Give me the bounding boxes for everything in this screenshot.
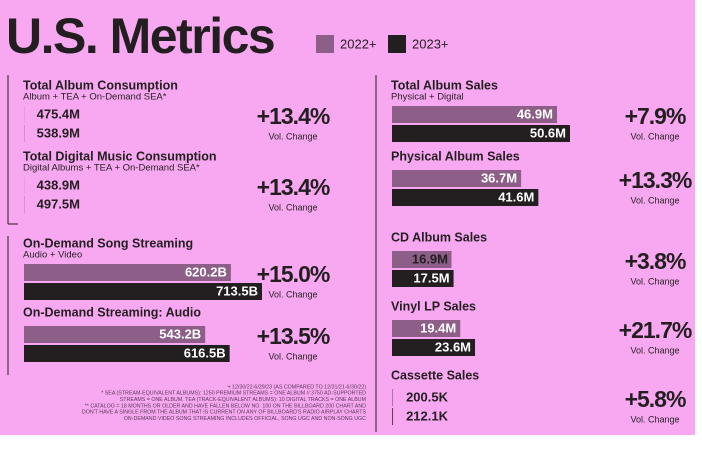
footnote: ON-DEMAND VIDEO SONG STREAMING INCLUDES … <box>124 416 366 422</box>
bar <box>24 264 231 281</box>
bar <box>392 389 393 406</box>
legend-swatch <box>388 35 406 53</box>
bar-label: 36.7M <box>481 170 517 185</box>
bar-label: 46.9M <box>517 106 553 121</box>
metric-name: Total Album Sales <box>391 78 498 92</box>
bar <box>392 106 557 123</box>
bar-label: 538.9M <box>37 125 80 140</box>
change-caption: Vol. Change <box>268 351 317 361</box>
bar-label: 616.5B <box>184 345 226 360</box>
metric-name: On-Demand Streaming: Audio <box>23 305 201 319</box>
bar <box>392 189 539 206</box>
change-caption: Vol. Change <box>630 345 679 355</box>
change: +13.3% <box>619 167 692 193</box>
bar <box>392 270 454 287</box>
change: +13.4% <box>257 103 330 129</box>
bar-label: 620.2B <box>185 264 227 279</box>
bar <box>392 125 570 142</box>
footnote: DON'T HAVE A SINGLE FROM THE ALBUM THAT … <box>82 410 367 416</box>
bar-label: 50.6M <box>530 125 566 140</box>
bar-label: 200.5K <box>406 389 449 404</box>
metric-name: Cassette Sales <box>391 368 479 382</box>
change-caption: Vol. Change <box>630 276 679 286</box>
metric-subtitle: Digital Albums + TEA + On-Demand SEA* <box>23 163 200 174</box>
change-caption: Vol. Change <box>630 414 679 424</box>
change-caption: Vol. Change <box>268 289 317 299</box>
metric-name: Physical Album Sales <box>391 149 520 163</box>
change: +15.0% <box>257 261 330 287</box>
bar <box>392 170 522 187</box>
bar-label: 16.9M <box>412 251 448 266</box>
change: +7.9% <box>625 103 686 129</box>
legend-label: 2022+ <box>340 36 377 51</box>
bar-label: 17.5M <box>413 270 449 285</box>
bar-label: 475.4M <box>37 106 80 121</box>
bar <box>392 408 393 425</box>
bar-label: 497.5M <box>37 196 80 211</box>
bar-label: 212.1K <box>406 408 449 423</box>
bar-label: 543.2B <box>159 326 201 341</box>
change: +13.4% <box>257 174 330 200</box>
change: +13.5% <box>257 323 330 349</box>
legend-label: 2023+ <box>412 36 449 51</box>
footnote: * SEA (STREAM-EQUIVALENT ALBUMS): 1250 P… <box>101 391 366 397</box>
footnote: ** CATALOG = 18 MONTHS OR OLDER AND HAVE… <box>85 403 366 409</box>
bar <box>24 326 206 343</box>
metric-name: Vinyl LP Sales <box>391 299 476 313</box>
change-caption: Vol. Change <box>630 195 679 205</box>
change-caption: Vol. Change <box>268 131 317 141</box>
change: +21.7% <box>619 317 692 343</box>
bar <box>392 320 461 337</box>
bar <box>392 339 476 356</box>
metric-name: Total Digital Music Consumption <box>23 149 217 163</box>
bar-label: 23.6M <box>435 339 471 354</box>
bar-label: 713.5B <box>216 283 258 298</box>
metric-name: On-Demand Song Streaming <box>23 236 193 250</box>
change: +5.8% <box>625 386 686 412</box>
bar <box>24 283 262 300</box>
metric-name: CD Album Sales <box>391 230 487 244</box>
legend-swatch <box>316 35 334 53</box>
metric-subtitle: Audio + Video <box>23 250 82 261</box>
bar <box>24 345 230 362</box>
bar-label: 41.6M <box>498 189 534 204</box>
bar-label: 438.9M <box>37 177 80 192</box>
change-caption: Vol. Change <box>268 202 317 212</box>
bar-label: 19.4M <box>420 320 456 335</box>
bar <box>392 251 452 268</box>
title: U.S. Metrics <box>6 8 274 64</box>
footnote: + 12/30/22-6/29/23 (AS COMPARED TO 12/31… <box>227 384 366 390</box>
metric-subtitle: Physical + Digital <box>391 92 464 103</box>
metric-subtitle: Album + TEA + On-Demand SEA* <box>23 92 167 103</box>
background <box>0 0 695 435</box>
change: +3.8% <box>625 248 686 274</box>
metric-name: Total Album Consumption <box>23 78 178 92</box>
change-caption: Vol. Change <box>630 131 679 141</box>
footnote: STREAMS = ONE ALBUM. TEA (TRACK-EQUIVALE… <box>120 397 366 403</box>
